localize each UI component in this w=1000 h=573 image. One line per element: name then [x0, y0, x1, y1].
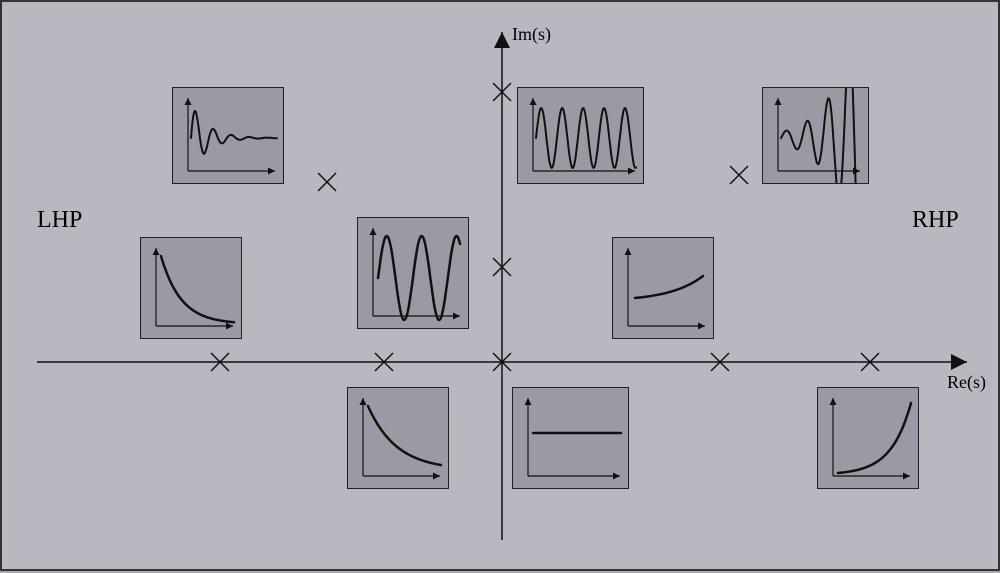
mini-plot-damped-sine [172, 87, 284, 184]
mini-plot-fast-growth [817, 387, 919, 489]
mini-plot-step-constant [512, 387, 629, 489]
mini-plot-large-sine [357, 217, 469, 329]
lhp-label: LHP [37, 207, 82, 234]
rhp-label: RHP [912, 207, 959, 234]
s-plane-diagram: Im(s) Re(s) LHP RHP [0, 0, 1000, 571]
mini-plot-slow-decay [347, 387, 449, 489]
mini-plot-slow-growth [612, 237, 714, 339]
im-axis-label: Im(s) [512, 24, 551, 45]
mini-plot-growing-sine [762, 87, 869, 184]
mini-plot-sine-constant [517, 87, 644, 184]
re-axis-label: Re(s) [947, 372, 986, 393]
mini-plot-fast-decay [140, 237, 242, 339]
